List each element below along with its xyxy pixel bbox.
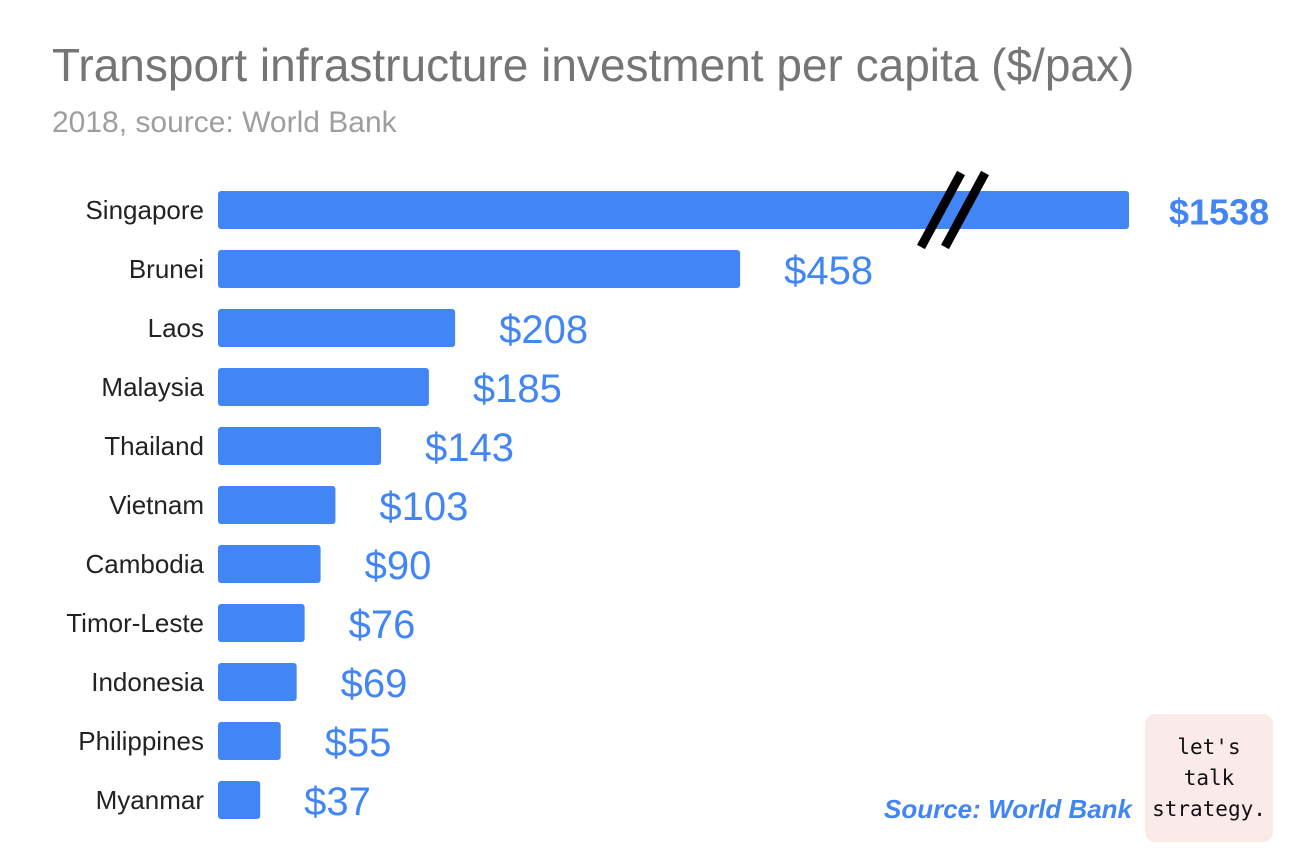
bar-cambodia (218, 545, 321, 583)
value-label: $458 (784, 249, 873, 293)
bar-timor-leste (218, 604, 305, 642)
bar-philippines (218, 722, 281, 760)
value-label: $90 (365, 544, 432, 588)
bar-myanmar (218, 781, 261, 819)
axis-break-icon (917, 170, 989, 250)
value-label: $208 (499, 308, 588, 352)
category-label: Myanmar (96, 785, 205, 815)
category-label: Vietnam (109, 490, 204, 520)
bar-brunei (218, 250, 741, 288)
value-label: $55 (325, 721, 392, 765)
bar-laos (218, 309, 456, 347)
category-label: Thailand (104, 431, 204, 461)
category-label: Singapore (85, 195, 204, 225)
bar-thailand (218, 427, 382, 465)
value-label: $76 (349, 603, 416, 647)
bar-indonesia (218, 663, 297, 701)
value-label: $1538 (1169, 192, 1269, 233)
value-label: $185 (473, 367, 562, 411)
logo-text: let's talk strategy. (1152, 734, 1266, 821)
source-note: Source: World Bank (884, 794, 1133, 824)
category-label: Cambodia (85, 549, 204, 579)
value-label: $69 (341, 662, 408, 706)
category-label: Laos (148, 313, 204, 343)
chart-title: Transport infrastructure investment per … (52, 39, 1135, 91)
category-label: Indonesia (91, 667, 204, 697)
bar-singapore (218, 191, 1129, 229)
category-label: Timor-Leste (66, 608, 204, 638)
lets-talk-strategy-logo: let's talk strategy. (1145, 714, 1273, 842)
value-label: $143 (425, 426, 514, 470)
bar-malaysia (218, 368, 429, 406)
category-label: Philippines (78, 726, 204, 756)
chart-subtitle: 2018, source: World Bank (52, 106, 397, 139)
value-label: $37 (304, 780, 371, 824)
category-label: Brunei (129, 254, 204, 284)
value-label: $103 (379, 485, 468, 529)
bar-vietnam (218, 486, 336, 524)
category-label: Malaysia (101, 372, 204, 402)
